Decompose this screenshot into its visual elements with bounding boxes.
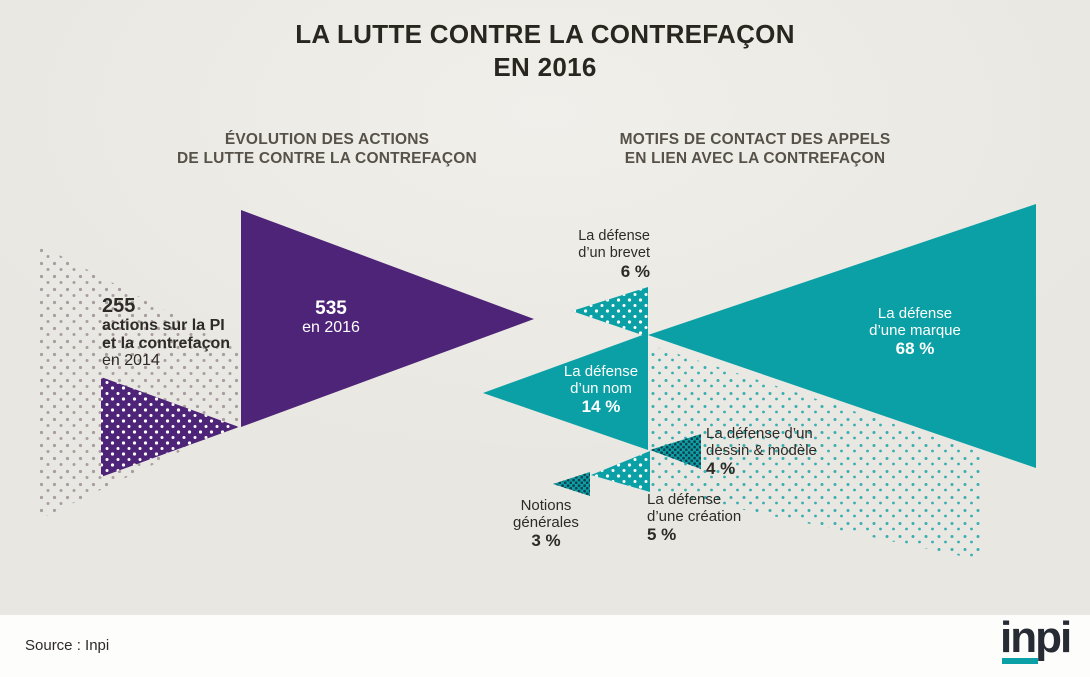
pct-marque: 68 % bbox=[895, 339, 935, 358]
value-2016: 535 bbox=[315, 298, 347, 319]
right-header-line-1: MOTIFS DE CONTACT DES APPELS bbox=[619, 131, 891, 148]
label-2014-actions: 255 actions sur la PI et la contrefaçon … bbox=[102, 295, 272, 370]
left-background-dotted-shape bbox=[38, 244, 246, 520]
pct-nom: 14 % bbox=[581, 397, 621, 416]
triangle-chart-graphics bbox=[38, 204, 1036, 560]
triangle-creation-5 bbox=[591, 451, 650, 492]
title-line-1: LA LUTTE CONTRE LA CONTREFAÇON bbox=[295, 19, 795, 49]
label-2016-actions: 535 en 2016 bbox=[283, 298, 379, 336]
pct-creation: 5 % bbox=[647, 525, 677, 544]
triangle-marque-68 bbox=[648, 204, 1036, 468]
left-header-line-2: DE LUTTE CONTRE LA CONTREFAÇON bbox=[177, 150, 477, 167]
left-chart-header: ÉVOLUTION DES ACTIONS DE LUTTE CONTRE LA… bbox=[127, 130, 527, 168]
right-header-line-2: EN LIEN AVEC LA CONTREFAÇON bbox=[624, 150, 886, 167]
triangle-notions-3 bbox=[553, 472, 590, 496]
inpi-logo-underline bbox=[1002, 658, 1038, 664]
right-background-dotted-shape bbox=[650, 345, 980, 560]
label-marque: La défense d’une marque 68 % bbox=[850, 305, 980, 357]
triangle-2016-solid bbox=[241, 210, 534, 427]
triangle-dessin-4 bbox=[650, 434, 701, 469]
pct-notions: 3 % bbox=[531, 531, 561, 550]
pct-brevet: 6 % bbox=[620, 262, 650, 281]
triangle-2014-dotted bbox=[101, 377, 239, 477]
source-text: Source : Inpi bbox=[25, 637, 110, 654]
left-header-line-1: ÉVOLUTION DES ACTIONS bbox=[224, 131, 430, 148]
label-nom: La défense d’un nom 14 % bbox=[545, 363, 657, 415]
label-brevet: La défense d’un brevet 6 % bbox=[528, 228, 650, 280]
label-notions-generales: Notions générales 3 % bbox=[500, 497, 592, 549]
triangle-nom-14 bbox=[483, 333, 648, 450]
triangle-brevet-6 bbox=[572, 287, 648, 337]
inpi-logo: inpi bbox=[1000, 615, 1080, 664]
inpi-logo-text: inpi bbox=[1000, 613, 1072, 662]
value-2014: 255 bbox=[102, 295, 136, 317]
label-dessin-modele: La défense d’un dessin & modèle 4 % bbox=[706, 425, 856, 477]
right-chart-header: MOTIFS DE CONTACT DES APPELS EN LIEN AVE… bbox=[555, 130, 955, 168]
page-title: LA LUTTE CONTRE LA CONTREFAÇON EN 2016 bbox=[0, 18, 1090, 84]
footer: Source : Inpi inpi bbox=[0, 615, 1090, 677]
label-creation: La défense d’une création 5 % bbox=[647, 491, 797, 543]
pct-dessin: 4 % bbox=[706, 459, 736, 478]
infographic-canvas: LA LUTTE CONTRE LA CONTREFAÇON EN 2016 É… bbox=[0, 0, 1090, 615]
title-line-2: EN 2016 bbox=[493, 52, 597, 82]
